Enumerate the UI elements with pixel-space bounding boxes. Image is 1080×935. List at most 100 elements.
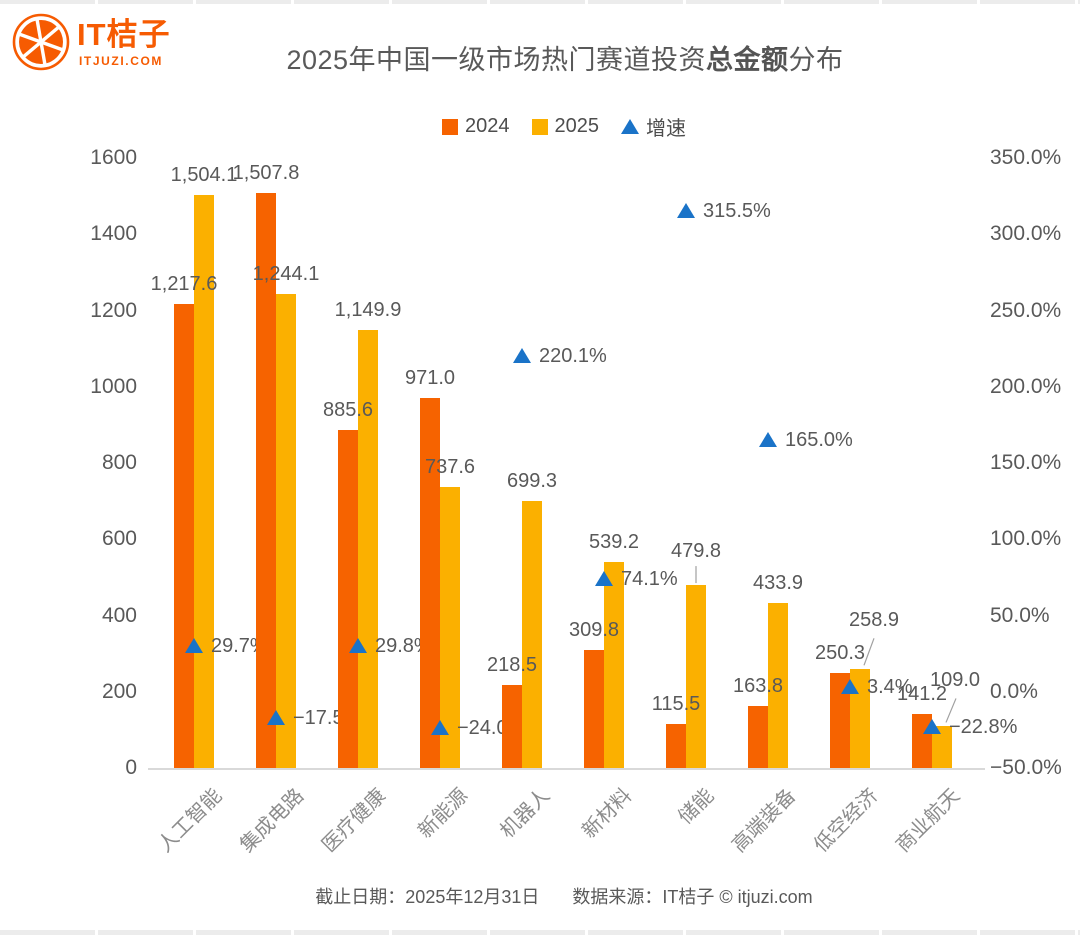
growth-triangle-marker <box>923 718 941 734</box>
growth-triangle-marker <box>349 638 367 654</box>
bar-2025 <box>932 726 952 768</box>
growth-triangle-marker <box>595 570 613 586</box>
legend-2024-label: 2024 <box>465 115 510 137</box>
value-label-2024: 971.0 <box>404 366 456 389</box>
bar-2024 <box>830 672 850 768</box>
footer: 截止日期：2025年12月31日 数据来源：IT桔子 © itjuzi.com <box>0 883 1080 909</box>
value-label-2024: 115.5 <box>651 692 701 715</box>
growth-triangle-marker <box>431 720 449 736</box>
growth-triangle-marker <box>513 348 531 364</box>
value-label-2025: 433.9 <box>752 571 804 594</box>
growth-triangle-marker <box>267 710 285 726</box>
orange-fruit-icon <box>12 13 70 71</box>
logo-domain: ITJUZI.COM <box>79 54 163 68</box>
top-ruler-edge <box>0 0 1080 4</box>
bar-2025 <box>768 602 788 768</box>
y-axis-left-tick: 1600 <box>90 146 137 169</box>
legend-2024-swatch-icon <box>442 118 458 135</box>
bar-2024 <box>420 397 440 768</box>
x-axis-category-label: 集成电路 <box>236 784 309 857</box>
y-axis-right-tick: 250.0% <box>990 298 1062 322</box>
bar-2024 <box>666 723 686 768</box>
bottom-ruler-edge <box>0 930 1080 935</box>
value-label-2025: 109.0 <box>929 669 981 692</box>
bar-2025 <box>194 194 214 768</box>
y-axis-right-tick: 150.0% <box>990 451 1062 474</box>
value-label-2025: 1,504.1 <box>170 163 238 186</box>
value-label-2025: 737.6 <box>424 455 476 478</box>
legend-item-2024: 2024 <box>442 115 510 138</box>
title-suffix: 分布 <box>788 45 844 75</box>
x-axis-category-label: 新能源 <box>414 784 473 843</box>
title-bold: 总金额 <box>706 45 789 75</box>
growth-label: −22.8% <box>949 715 1018 738</box>
bar-2024 <box>338 430 358 768</box>
x-axis-category-label: 医疗健康 <box>318 784 391 857</box>
bar-2024 <box>748 705 768 768</box>
legend-item-growth: 增速 <box>621 112 686 141</box>
value-label-2024: 163.8 <box>732 674 784 697</box>
y-axis-left-tick: 1400 <box>90 222 137 246</box>
growth-triangle-marker <box>759 432 777 448</box>
value-label-2024: 309.8 <box>568 618 620 641</box>
y-axis-left-tick: 200 <box>101 679 137 703</box>
growth-triangle-marker <box>185 638 203 654</box>
y-axis-right-tick: 300.0% <box>990 222 1062 246</box>
legend: 2024 2025 增速 <box>0 112 1080 141</box>
bar-2025 <box>440 486 460 768</box>
y-axis-left-tick: 400 <box>101 603 137 627</box>
y-axis-left-tick: 1200 <box>90 298 137 322</box>
y-axis-right-tick: 200.0% <box>990 374 1062 398</box>
x-axis-category-label: 高端装备 <box>728 784 801 857</box>
legend-2025-label: 2025 <box>554 115 600 137</box>
bar-2025 <box>686 585 706 768</box>
chart-title: 2025年中国一级市场热门赛道投资总金额分布 <box>0 38 1080 77</box>
label-leader-line <box>863 638 875 666</box>
value-label-2024: 1,217.6 <box>150 272 218 295</box>
y-axis-left-tick: 800 <box>101 451 137 474</box>
bar-2025 <box>276 293 296 768</box>
y-axis-left-tick: 0 <box>125 756 137 779</box>
value-label-2024: 141.2 <box>896 683 948 706</box>
value-label-2025: 1,149.9 <box>334 298 402 321</box>
y-axis-left-tick: 600 <box>101 527 137 551</box>
legend-2025-swatch-icon <box>531 118 548 135</box>
y-axis-left-tick: 1000 <box>90 374 137 398</box>
bar-2024 <box>584 649 604 768</box>
value-label-2024: 885.6 <box>322 399 374 422</box>
logo-name: IT桔子 <box>77 17 171 52</box>
x-axis-category-label: 商业航天 <box>892 784 965 857</box>
bar-2025 <box>604 562 624 768</box>
bar-2024 <box>256 193 276 768</box>
y-axis-right-tick: 100.0% <box>990 527 1062 551</box>
y-axis-right-tick: 350.0% <box>990 146 1062 169</box>
growth-label: 3.4% <box>867 675 913 698</box>
x-axis-category-label: 机器人 <box>496 784 555 843</box>
bar-2025 <box>850 669 870 768</box>
growth-label: 29.7% <box>211 635 268 658</box>
value-label-2025: 479.8 <box>670 540 722 563</box>
growth-label: 29.8% <box>375 635 432 658</box>
footer-date: 截止日期：2025年12月31日 <box>315 887 540 907</box>
growth-label: 220.1% <box>539 345 607 368</box>
x-axis-category-label: 新材料 <box>578 784 637 843</box>
value-label-2024: 218.5 <box>486 653 538 676</box>
growth-triangle-marker <box>841 678 859 694</box>
bar-2024 <box>174 303 194 768</box>
growth-label: 165.0% <box>785 429 853 452</box>
x-axis-category-label: 人工智能 <box>154 784 227 857</box>
value-label-2025: 1,244.1 <box>252 262 320 285</box>
title-prefix: 2025年中国一级市场热门赛道投资 <box>286 45 707 75</box>
legend-item-2025: 2025 <box>531 115 600 138</box>
legend-growth-triangle-icon <box>621 119 639 134</box>
bar-2025 <box>358 329 378 768</box>
growth-triangle-marker <box>677 202 695 218</box>
itjuzi-logo: IT桔子 ITJUZI.COM <box>12 13 171 71</box>
value-label-2024: 1,507.8 <box>232 162 300 185</box>
bar-2025 <box>522 501 542 768</box>
value-label-2025: 699.3 <box>506 470 558 493</box>
value-label-2025: 539.2 <box>588 531 640 554</box>
value-label-2025: 258.9 <box>848 609 900 632</box>
